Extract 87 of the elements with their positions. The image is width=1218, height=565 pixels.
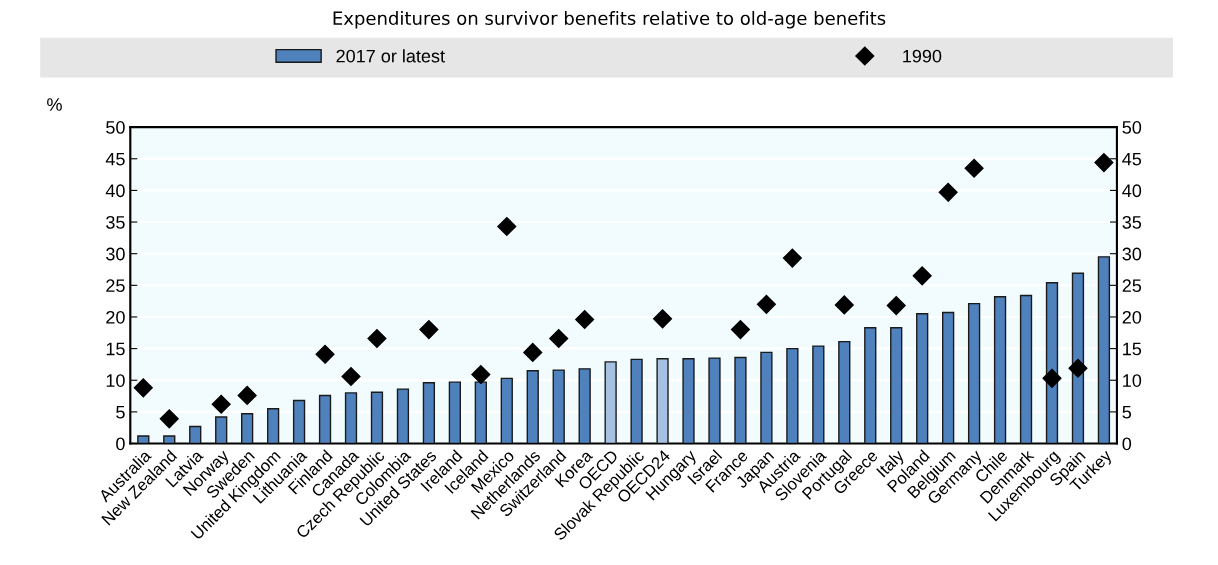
y2-tick-label: 45 xyxy=(1122,152,1142,166)
bar xyxy=(396,388,410,444)
bar xyxy=(890,327,903,444)
bar xyxy=(552,369,565,444)
point xyxy=(834,295,854,315)
bar xyxy=(656,358,669,444)
y2-tick-label: 25 xyxy=(1122,279,1142,293)
point xyxy=(237,385,257,405)
point xyxy=(315,344,335,364)
point xyxy=(782,248,802,268)
bar xyxy=(838,340,851,444)
bar xyxy=(344,392,358,444)
bar xyxy=(241,413,254,444)
bar xyxy=(967,302,981,444)
point xyxy=(964,158,984,178)
bar xyxy=(163,435,176,444)
legend-label: 1990 xyxy=(903,49,942,63)
y-tick-label: 45 xyxy=(105,152,125,166)
point xyxy=(1042,368,1062,388)
point xyxy=(133,378,153,398)
y2-tick-label: 15 xyxy=(1123,342,1142,356)
bar xyxy=(526,370,539,444)
point xyxy=(471,365,491,385)
y-tick-label: 50 xyxy=(106,121,125,134)
bar xyxy=(448,381,462,444)
bar xyxy=(993,296,1007,444)
y2-tick-label: 40 xyxy=(1122,184,1142,198)
bar xyxy=(1097,256,1111,444)
point xyxy=(886,296,906,316)
bar xyxy=(942,311,955,444)
bar xyxy=(682,358,695,444)
bar xyxy=(1019,294,1033,444)
y2-tick-label: 5 xyxy=(1122,406,1132,419)
point xyxy=(653,309,673,329)
bar xyxy=(318,394,332,444)
bar xyxy=(864,327,877,444)
point xyxy=(1094,153,1114,173)
legend-label: 2017 or latest xyxy=(336,49,445,63)
y2-tick-label: 0 xyxy=(1122,437,1132,451)
bar xyxy=(292,399,306,444)
bar xyxy=(760,351,773,444)
bar xyxy=(604,361,617,444)
bar xyxy=(370,391,384,444)
bar xyxy=(786,347,799,444)
bar xyxy=(734,356,747,444)
y-tick-label: 40 xyxy=(105,184,125,198)
bar xyxy=(474,381,487,444)
y-tick-label: 5 xyxy=(116,406,125,419)
y2-tick-label: 30 xyxy=(1122,247,1142,261)
bar xyxy=(630,358,643,444)
point xyxy=(549,328,569,349)
point xyxy=(341,366,361,386)
y2-tick-label: 50 xyxy=(1122,121,1142,134)
point xyxy=(1068,358,1088,378)
point xyxy=(497,216,517,237)
point xyxy=(912,266,932,286)
bar xyxy=(708,357,721,444)
point xyxy=(419,320,439,340)
y-tick-label: 20 xyxy=(106,310,125,324)
y2-tick-label: 20 xyxy=(1122,310,1142,324)
y2-tick-label: 35 xyxy=(1122,215,1142,229)
point xyxy=(730,320,750,340)
bar xyxy=(500,377,513,444)
point xyxy=(938,182,958,202)
bar xyxy=(189,425,202,444)
bar xyxy=(578,368,591,444)
bar xyxy=(137,435,150,444)
point xyxy=(575,309,595,330)
point xyxy=(523,342,543,362)
bar xyxy=(215,416,228,444)
bar xyxy=(812,345,825,444)
y-tick-label: 15 xyxy=(106,342,125,356)
point xyxy=(159,409,179,429)
point xyxy=(367,328,387,349)
y-tick-label: 0 xyxy=(116,437,125,451)
point xyxy=(211,394,231,414)
chart-title: Expenditures on survivor benefits relative to old-age benefits xyxy=(333,11,886,29)
bar xyxy=(266,408,280,444)
y2-tick-label: 10 xyxy=(1123,374,1142,387)
bar xyxy=(422,382,436,444)
y-tick-label: 25 xyxy=(106,279,125,293)
y-tick-label: 35 xyxy=(106,215,125,229)
y-tick-label: 10 xyxy=(106,374,125,387)
point xyxy=(756,294,776,314)
bar xyxy=(916,313,929,444)
y-tick-label: 30 xyxy=(106,247,125,261)
y-axis-title: % xyxy=(47,98,62,111)
